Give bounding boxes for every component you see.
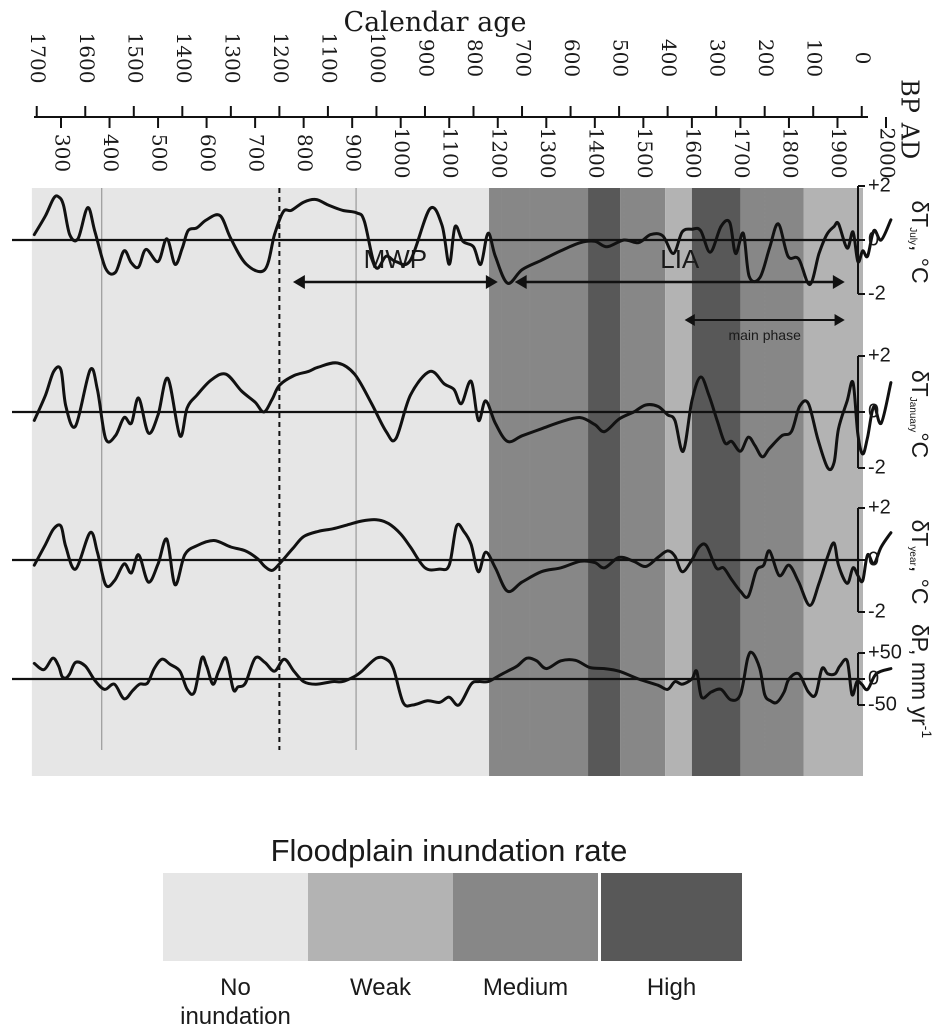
bp-tick-label: 1500 (123, 33, 147, 84)
arrow-head-right (834, 314, 845, 326)
ad-tick-label: 500 (148, 134, 172, 172)
legend-label-none: No inundation (180, 974, 291, 1029)
series-1 (12, 194, 893, 287)
bp-tick-label: 1600 (75, 33, 99, 84)
bp-tick-label: 1400 (172, 33, 196, 84)
series-tick-label: +50 (868, 641, 902, 663)
series-label: δTJanuary°C (907, 370, 933, 458)
inundation-band-high (588, 188, 621, 776)
series-label: δTJuly, °C (907, 200, 933, 283)
period-label: main phase (728, 327, 801, 343)
ad-tick-label: 1300 (536, 128, 560, 179)
bp-tick-label: 1000 (366, 33, 390, 84)
series-tick-label: -2 (868, 456, 886, 478)
series-tick-label: -2 (868, 600, 886, 622)
chart-title: Calendar age (344, 7, 527, 38)
series-line (32, 518, 893, 607)
ad-tick-label: 600 (196, 134, 220, 172)
ad-tick-label: 400 (99, 134, 123, 172)
arrow-head-left (684, 314, 695, 326)
series-tick-label: +2 (868, 174, 891, 196)
series-tick-label: -2 (868, 282, 886, 304)
legend-title: Floodplain inundation rate (271, 833, 628, 868)
series-line (32, 194, 893, 287)
ad-tick-label: 1700 (730, 128, 754, 179)
calendar-age-axis: Calendar age 1700 1600 1500 1400 1300 1200 110… (26, 7, 923, 178)
ad-tick-label: 2000 (876, 128, 900, 179)
bp-tick-label: 100 (803, 39, 827, 77)
ad-tick-label: 1200 (487, 128, 511, 179)
legend-swatch-weak (308, 873, 453, 961)
legend-label-medium: Medium (483, 974, 568, 1001)
bp-tick-label: 200 (754, 39, 778, 77)
series-tick-label: +2 (868, 344, 891, 366)
bp-tick-label: 1300 (220, 33, 244, 84)
arrow-head-left (514, 275, 527, 289)
bp-tick-label: 1700 (26, 33, 50, 84)
inundation-band-medium (620, 188, 666, 776)
arrow-head-right (832, 275, 845, 289)
legend-swatch-none (163, 873, 308, 961)
ad-tick-label: 1100 (439, 128, 463, 179)
bp-tick-label: 1100 (317, 33, 341, 84)
series-tick-label: 0 (868, 548, 879, 570)
ad-axis-label: AD (896, 122, 924, 160)
legend-label-high: High (647, 974, 696, 1001)
ad-tick-label: 1600 (681, 128, 705, 179)
ad-tick-label: 700 (245, 134, 269, 172)
series-tick-label: +2 (868, 496, 891, 518)
arrow-head-right (485, 275, 498, 289)
ad-tick-label: 900 (342, 134, 366, 172)
arrow-head-left (292, 275, 305, 289)
series-line (32, 361, 893, 472)
series-4 (12, 650, 893, 708)
ad-tick-label: 1000 (390, 128, 414, 179)
bp-tick-label: 600 (560, 39, 584, 77)
bp-axis-label: BP (896, 79, 924, 113)
bp-tick-label: 400 (657, 39, 681, 77)
series-label: δP, mm yr-1 (907, 624, 935, 738)
ad-tick-label: 1800 (778, 128, 802, 179)
series-2 (12, 361, 893, 472)
legend: Floodplain inundation rate No inundation W… (163, 833, 742, 1029)
series-layer (12, 194, 893, 708)
legend-swatch-medium (453, 873, 598, 961)
bp-tick-label: 900 (414, 39, 438, 77)
bp-tick-label: 0 (851, 52, 875, 65)
legend-swatch-high (601, 873, 742, 961)
series-tick-label: 0 (868, 400, 879, 422)
series-line (32, 650, 893, 708)
series-label: δTyear, °C (907, 520, 933, 605)
series-tick-label: 0 (868, 667, 879, 689)
ad-tick-label: 1400 (584, 128, 608, 179)
series-tick-label: -50 (868, 693, 897, 715)
ad-tick-label: 1900 (827, 128, 851, 179)
series-tick-label: 0 (868, 228, 879, 250)
legend-label-weak: Weak (350, 974, 412, 1001)
bp-tick-label: 1200 (269, 33, 293, 84)
bp-tick-label: 800 (463, 39, 487, 77)
ad-tick-label: 300 (51, 134, 75, 172)
bp-tick-label: 300 (706, 39, 730, 77)
series-3 (12, 518, 893, 607)
bp-tick-label: 500 (609, 39, 633, 77)
ad-tick-label: 1500 (633, 128, 657, 179)
inundation-bands (31, 188, 863, 776)
series-axes: +2 0 -2 δTJuly, °C +2 0 -2 δTJanuary°C +2 0 -2 δTye… (857, 174, 935, 738)
period-label: LIA (660, 244, 700, 274)
bp-tick-label: 700 (512, 39, 536, 77)
ad-tick-label: 800 (293, 134, 317, 172)
